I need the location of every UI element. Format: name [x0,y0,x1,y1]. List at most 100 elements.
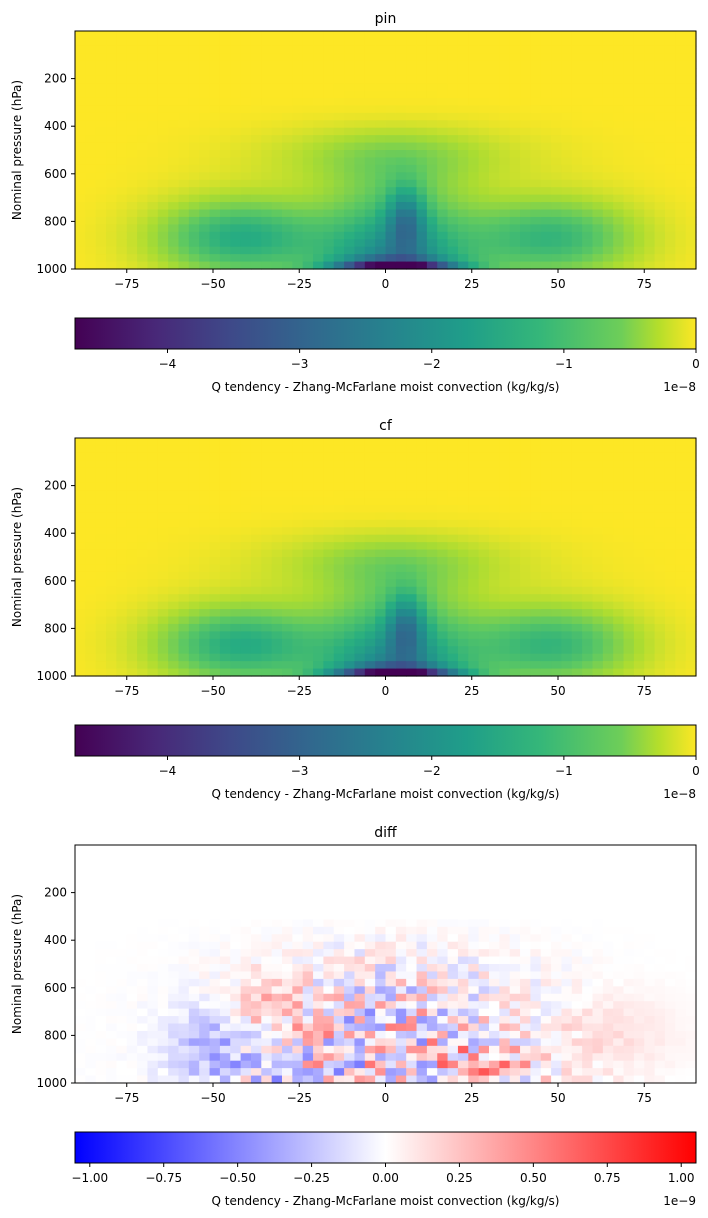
heatmap-cell [509,83,521,92]
heatmap-cell [126,90,138,99]
heatmap-cell [157,646,169,655]
heatmap-cell [126,579,138,588]
heatmap-cell [633,661,645,670]
heatmap-cell [106,668,117,677]
heatmap-cell [168,261,180,270]
heatmap-cell [520,631,531,640]
heatmap-cell [395,490,407,499]
heatmap-cell [209,45,221,54]
heatmap-cell [344,1023,356,1032]
heatmap-cell [375,646,387,655]
heatmap-cell [137,638,149,647]
heatmap-cell [582,490,594,499]
heatmap-cell [126,911,138,920]
heatmap-cell [137,964,149,973]
heatmap-cell [271,638,283,647]
heatmap-cell [478,83,490,92]
heatmap-cell [219,83,231,92]
heatmap-cell [137,956,149,965]
heatmap-cell [230,661,242,670]
heatmap-cell [219,934,231,943]
heatmap-cell [209,187,221,196]
heatmap-cell [209,845,221,854]
heatmap-cell [623,668,635,677]
heatmap-cell [623,83,635,92]
heatmap-cell [333,579,345,588]
heatmap-cell [106,941,117,950]
heatmap-cell [447,631,459,640]
heatmap-cell [137,874,149,883]
heatmap-cell [157,993,169,1002]
heatmap-cell [426,594,438,603]
heatmap-cell [509,120,521,129]
heatmap-cell [602,594,614,603]
heatmap-cell [178,209,190,218]
heatmap-cell [489,202,500,211]
heatmap-cell [675,120,687,129]
heatmap-cell [219,557,231,566]
heatmap-cell [230,1038,242,1047]
heatmap-cell [292,623,304,632]
heatmap-cell [199,83,211,92]
heatmap-cell [168,911,180,920]
heatmap-cell [395,105,407,114]
heatmap-cell [344,157,356,166]
heatmap-cell [675,60,687,69]
heatmap-cell [602,534,614,543]
heatmap-cell [582,527,594,536]
heatmap-cell [75,638,86,647]
heatmap-cell [230,904,242,913]
heatmap-cell [75,1045,86,1054]
heatmap-cell [375,623,387,632]
heatmap-cell [240,1016,252,1025]
heatmap-cell [530,120,542,129]
heatmap-cell [457,216,469,225]
heatmap-cell [199,609,211,618]
heatmap-cell [685,135,697,144]
heatmap-cell [147,601,159,610]
heatmap-cell [250,971,262,980]
heatmap-cell [447,97,459,106]
heatmap-cell [157,986,169,995]
heatmap-cell [571,254,583,263]
heatmap-cell [437,571,449,580]
heatmap-cell [520,534,531,543]
heatmap-cell [551,105,563,114]
heatmap-cell [364,490,376,499]
heatmap-cell [261,83,273,92]
heatmap-cell [292,889,304,898]
heatmap-cell [509,179,521,188]
heatmap-cell [468,120,480,129]
heatmap-cell [85,594,97,603]
heatmap-cell [344,638,356,647]
heatmap-cell [261,246,273,255]
heatmap-cell [333,542,345,551]
heatmap-cell [592,638,604,647]
heatmap-cell [147,68,159,77]
heatmap-cell [406,949,418,958]
heatmap-cell [106,1075,117,1084]
heatmap-cell [209,904,221,913]
heatmap-cell [520,661,531,670]
heatmap-cell [530,90,542,99]
heatmap-cell [230,897,242,906]
heatmap-cell [209,60,221,69]
heatmap-cell [385,867,397,876]
heatmap-cell [95,594,107,603]
heatmap-cell [354,882,366,891]
heatmap-cell [147,594,159,603]
heatmap-cell [489,460,500,469]
heatmap-cell [95,90,107,99]
heatmap-cell [178,534,190,543]
heatmap-cell [147,1023,159,1032]
heatmap-cell [437,120,449,129]
heatmap-cell [116,246,128,255]
heatmap-cell [95,852,107,861]
heatmap-cell [199,549,211,558]
heatmap-cell [489,534,500,543]
heatmap-cell [282,172,293,181]
heatmap-cell [261,609,273,618]
heatmap-cell [675,150,687,159]
heatmap-cell [489,97,500,106]
heatmap-cell [282,209,293,218]
